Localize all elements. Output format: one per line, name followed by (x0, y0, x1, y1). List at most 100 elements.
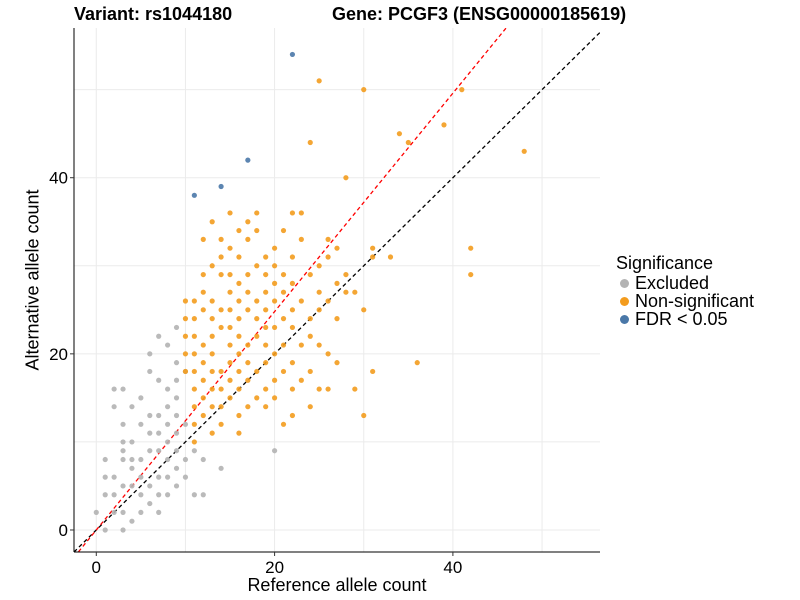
point-non-significant (254, 395, 260, 401)
point-non-significant (459, 87, 465, 93)
point-non-significant (405, 139, 411, 146)
point-non-significant (289, 307, 296, 313)
point-non-significant (361, 307, 367, 313)
point-non-significant (227, 324, 233, 331)
point-excluded (120, 527, 126, 533)
point-non-significant (191, 421, 197, 427)
point-excluded (147, 351, 153, 357)
point-excluded (93, 509, 99, 515)
point-non-significant (298, 236, 304, 242)
legend-label-excluded: Excluded (635, 273, 710, 293)
point-non-significant (191, 333, 197, 339)
point-non-significant (263, 307, 269, 313)
point-non-significant (245, 271, 251, 278)
point-non-significant (325, 386, 331, 392)
x-tick-label: 0 (92, 558, 101, 577)
legend-swatch-fdr (620, 314, 629, 324)
point-non-significant (316, 307, 322, 313)
point-excluded (129, 465, 135, 471)
point-non-significant (521, 148, 527, 154)
point-non-significant (254, 227, 260, 234)
point-fdr-0-05 (245, 157, 251, 163)
point-non-significant (289, 210, 296, 216)
point-non-significant (361, 412, 367, 419)
point-non-significant (236, 316, 242, 322)
point-non-significant (316, 78, 322, 84)
legend-item-excluded: Excluded (616, 274, 754, 292)
point-non-significant (191, 386, 197, 392)
point-non-significant (209, 219, 215, 225)
point-non-significant (227, 360, 233, 366)
point-excluded (165, 492, 171, 498)
legend-swatch-non-significant (620, 296, 629, 306)
point-excluded (156, 492, 162, 498)
point-non-significant (236, 368, 242, 375)
point-non-significant (182, 316, 189, 322)
point-non-significant (218, 404, 224, 410)
point-non-significant (307, 333, 313, 339)
point-excluded (120, 386, 126, 392)
point-excluded (147, 368, 153, 375)
point-excluded (156, 509, 162, 515)
point-non-significant (280, 271, 287, 278)
point-excluded (147, 412, 153, 419)
point-non-significant (191, 316, 197, 322)
point-non-significant (218, 368, 224, 375)
point-excluded (138, 509, 144, 515)
point-non-significant (289, 254, 296, 260)
point-non-significant (271, 298, 278, 304)
point-non-significant (227, 210, 233, 216)
y-axis-label: Alternative allele count (22, 189, 43, 371)
point-non-significant (218, 386, 224, 392)
point-non-significant (280, 421, 287, 427)
point-non-significant (218, 271, 224, 278)
point-non-significant (263, 360, 269, 366)
point-non-significant (200, 342, 206, 348)
point-excluded (138, 492, 144, 498)
reference-lines (74, 28, 600, 552)
x-axis-label-container: Reference allele count (0, 575, 800, 596)
point-non-significant (289, 386, 296, 392)
point-excluded (191, 492, 197, 498)
point-fdr-0-05 (191, 192, 197, 198)
point-excluded (129, 404, 135, 410)
point-non-significant (370, 254, 376, 260)
point-non-significant (343, 175, 349, 181)
point-non-significant (200, 289, 206, 295)
reference-line-fit (77, 28, 507, 552)
point-non-significant (263, 271, 269, 278)
point-non-significant (370, 245, 376, 251)
point-non-significant (271, 395, 278, 401)
point-excluded (156, 448, 162, 454)
point-non-significant (280, 227, 287, 234)
point-non-significant (307, 368, 313, 375)
point-non-significant (298, 210, 304, 216)
point-non-significant (218, 254, 224, 260)
point-excluded (120, 421, 126, 427)
point-excluded (147, 500, 153, 507)
point-non-significant (289, 324, 296, 331)
point-non-significant (316, 342, 322, 348)
point-excluded (138, 395, 144, 401)
point-non-significant (396, 131, 403, 137)
point-excluded (138, 456, 144, 463)
point-non-significant (227, 271, 233, 278)
point-excluded (156, 430, 162, 436)
point-excluded (173, 448, 180, 454)
legend-label-fdr: FDR < 0.05 (635, 309, 728, 329)
point-non-significant (263, 404, 269, 410)
point-non-significant (236, 351, 242, 357)
point-excluded (182, 421, 189, 427)
point-non-significant (298, 377, 304, 383)
axes: 0 20 40 0 20 40 (49, 28, 600, 577)
point-excluded (173, 377, 180, 383)
point-non-significant (263, 342, 269, 348)
point-non-significant (414, 360, 420, 366)
point-non-significant (352, 386, 358, 392)
point-non-significant (245, 307, 251, 313)
gene-title: Gene: PCGF3 (ENSG00000185619) (332, 4, 627, 24)
point-non-significant (191, 298, 197, 304)
point-excluded (165, 474, 171, 480)
point-non-significant (289, 412, 296, 419)
